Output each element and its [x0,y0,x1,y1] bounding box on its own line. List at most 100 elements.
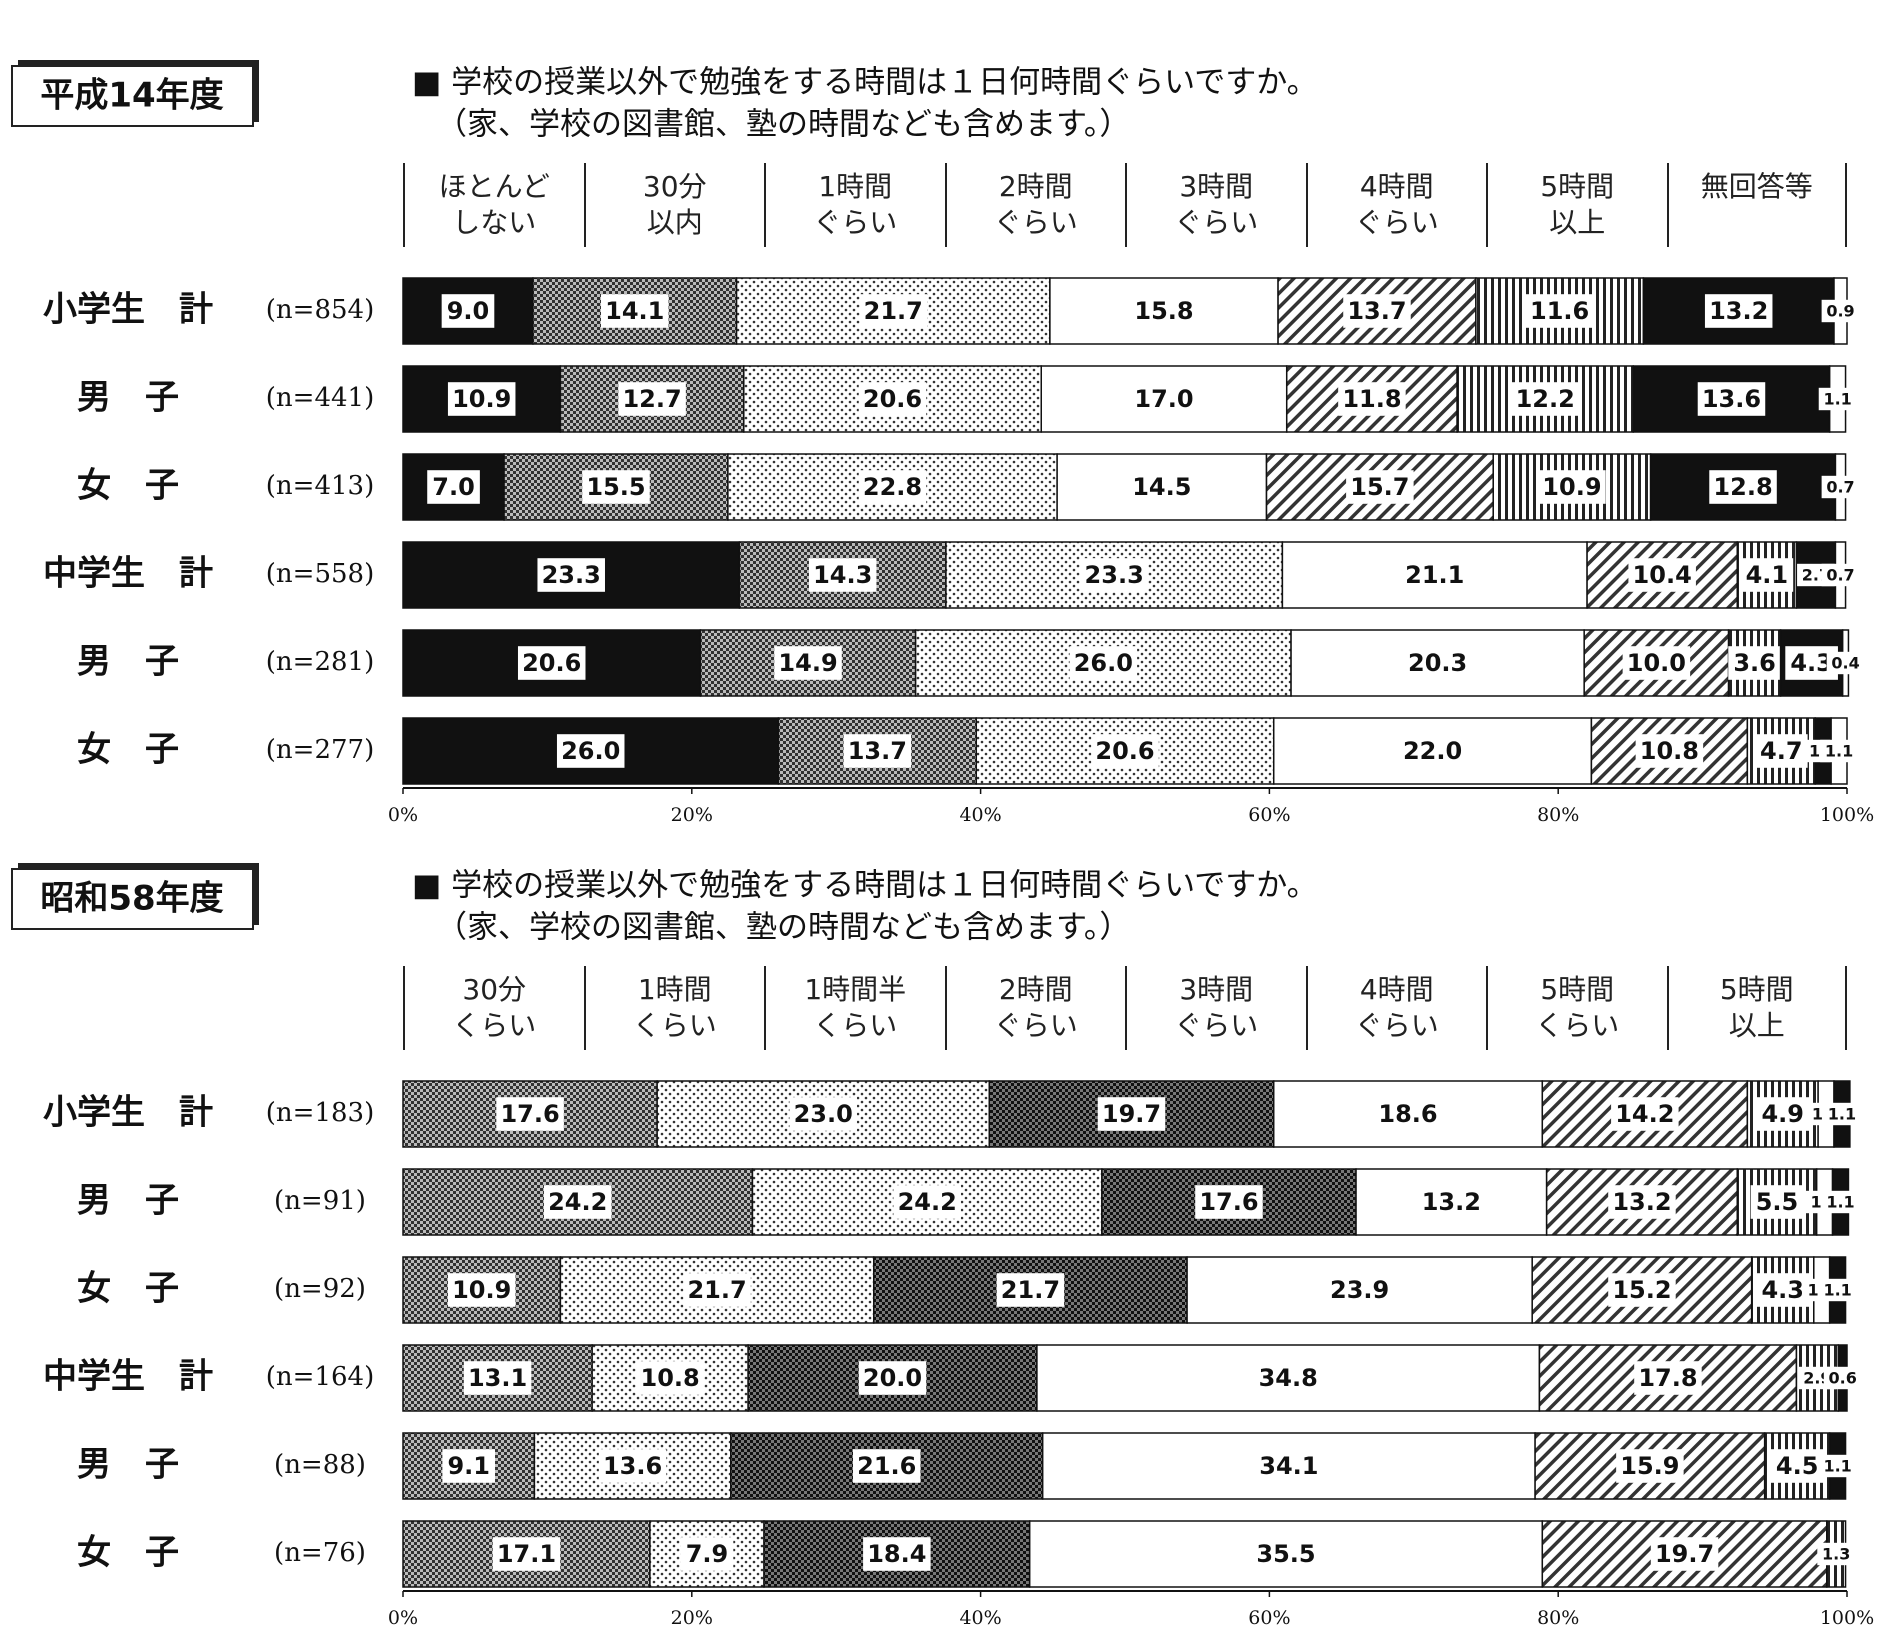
value-label: 0.4 [1831,654,1859,673]
value-label-box [1821,299,1860,323]
value-label-box [1080,558,1148,592]
x-tick-label: 40% [959,804,1001,826]
value-label: 18.6 [1378,1100,1437,1128]
value-label-box [1823,1102,1861,1126]
sample-size: (n=281) [266,647,374,677]
value-label-box [636,1361,704,1395]
value-label: 22.0 [1403,737,1462,765]
legend-entry: 4時間 ぐらい [1305,966,1487,1050]
value-label: 4.7 [1760,737,1803,765]
value-label: 20.0 [863,1364,922,1392]
value-label-box [1608,1273,1676,1307]
value-label: 13.2 [1422,1188,1481,1216]
value-label-box [1130,382,1198,416]
bar-segment [1272,717,1593,785]
sample-size: (n=277) [266,735,374,765]
badge-box [11,65,254,127]
value-label: 24.2 [898,1188,957,1216]
value-label-box [1756,1273,1810,1307]
value-label: 7.9 [686,1540,729,1568]
value-label: 21.7 [864,297,923,325]
value-label: 13.7 [848,737,907,765]
value-label: 10.9 [452,1276,511,1304]
value-label-box [1770,1449,1824,1483]
value-label-box [463,1361,532,1395]
value-label-box [543,1185,612,1219]
value-label: 15.9 [1620,1452,1679,1480]
bar-segment [532,277,738,345]
x-tick-label: 80% [1537,804,1579,826]
value-label-box [1130,294,1198,328]
value-label-box [996,1273,1065,1307]
value-label: 13.7 [1347,297,1406,325]
value-label-box [1823,1366,1862,1390]
value-label-box [858,382,927,416]
value-label: 26.0 [561,737,620,765]
row-label: 男 子 [77,642,179,682]
legend-entry: 2時間 ぐらい [944,966,1126,1050]
chart-subtitle: （家、学校の図書館、塾の時間なども含めます。） [436,910,1130,946]
value-label-box [1346,470,1414,504]
legend-entry: 5時間 以上 [1666,966,1847,1050]
bar-segment [763,1520,1031,1588]
row-label: 男 子 [77,378,179,418]
value-label-box [1343,294,1411,328]
row-label: 女 子 [77,1269,179,1309]
sample-size: (n=441) [266,383,374,413]
value-label-box [858,1361,927,1395]
value-label: 23.3 [1085,561,1144,589]
value-label: 17.8 [1638,1364,1697,1392]
sample-size: (n=183) [266,1098,374,1128]
x-tick-label: 0% [388,804,418,826]
value-label-box [1195,1185,1263,1219]
value-label-box [1616,1449,1684,1483]
chart-title: ■ 学校の授業以外で勉強をする時間は１日何時間ぐらいですか。 [412,65,1318,101]
badge: 平成14年度 [40,76,223,116]
value-label: 23.9 [1330,1276,1389,1304]
value-label-box [598,1449,667,1483]
value-label: 13.2 [1612,1188,1671,1216]
value-label-box [1754,734,1808,768]
value-label-box [789,1097,857,1131]
value-label-box [1818,387,1857,411]
value-label: 11.8 [1342,385,1401,413]
value-label: 12.2 [1516,385,1575,413]
value-label: 7.0 [432,473,475,501]
row-label: 中学生 計 [43,554,213,594]
value-label-box [1091,734,1159,768]
value-label-box [1338,382,1406,416]
value-label-box [441,294,495,328]
value-label-box [1817,1542,1856,1566]
legend-entry: 2時間 ぐらい [944,163,1126,247]
value-label-box [1650,1537,1719,1571]
value-label-box [1826,651,1865,675]
legend-entry: 1時間 くらい [583,966,765,1050]
row-label: 小学生 計 [43,290,213,330]
value-label: 18.4 [867,1540,926,1568]
value-label-box [1818,1454,1857,1478]
value-label: 21.7 [687,1276,746,1304]
value-label-box [1821,563,1860,587]
x-tick-label: 40% [959,1607,1001,1629]
value-label-box [1728,646,1781,680]
value-label-box [1704,294,1773,328]
value-label: 9.0 [447,297,490,325]
value-label-box [1254,1361,1322,1395]
x-tick-label: 100% [1820,804,1874,826]
value-label-box [1255,1449,1323,1483]
value-label-box [680,1537,734,1571]
legend-entry: 30分 くらい [403,966,584,1050]
value-label-box [601,294,669,328]
value-label: 20.6 [863,385,922,413]
value-label-box [843,734,912,768]
value-label-box [1511,382,1579,416]
legend-entry: 30分 以内 [583,163,765,247]
value-label: 23.0 [794,1100,853,1128]
value-label-box [1325,1273,1394,1307]
value-label: 21.1 [1405,561,1464,589]
row-label: 女 子 [77,1533,179,1573]
value-label-box [1608,1185,1676,1219]
x-tick-label: 80% [1537,1607,1579,1629]
x-tick-label: 60% [1248,804,1290,826]
value-label: 12.8 [1713,473,1772,501]
